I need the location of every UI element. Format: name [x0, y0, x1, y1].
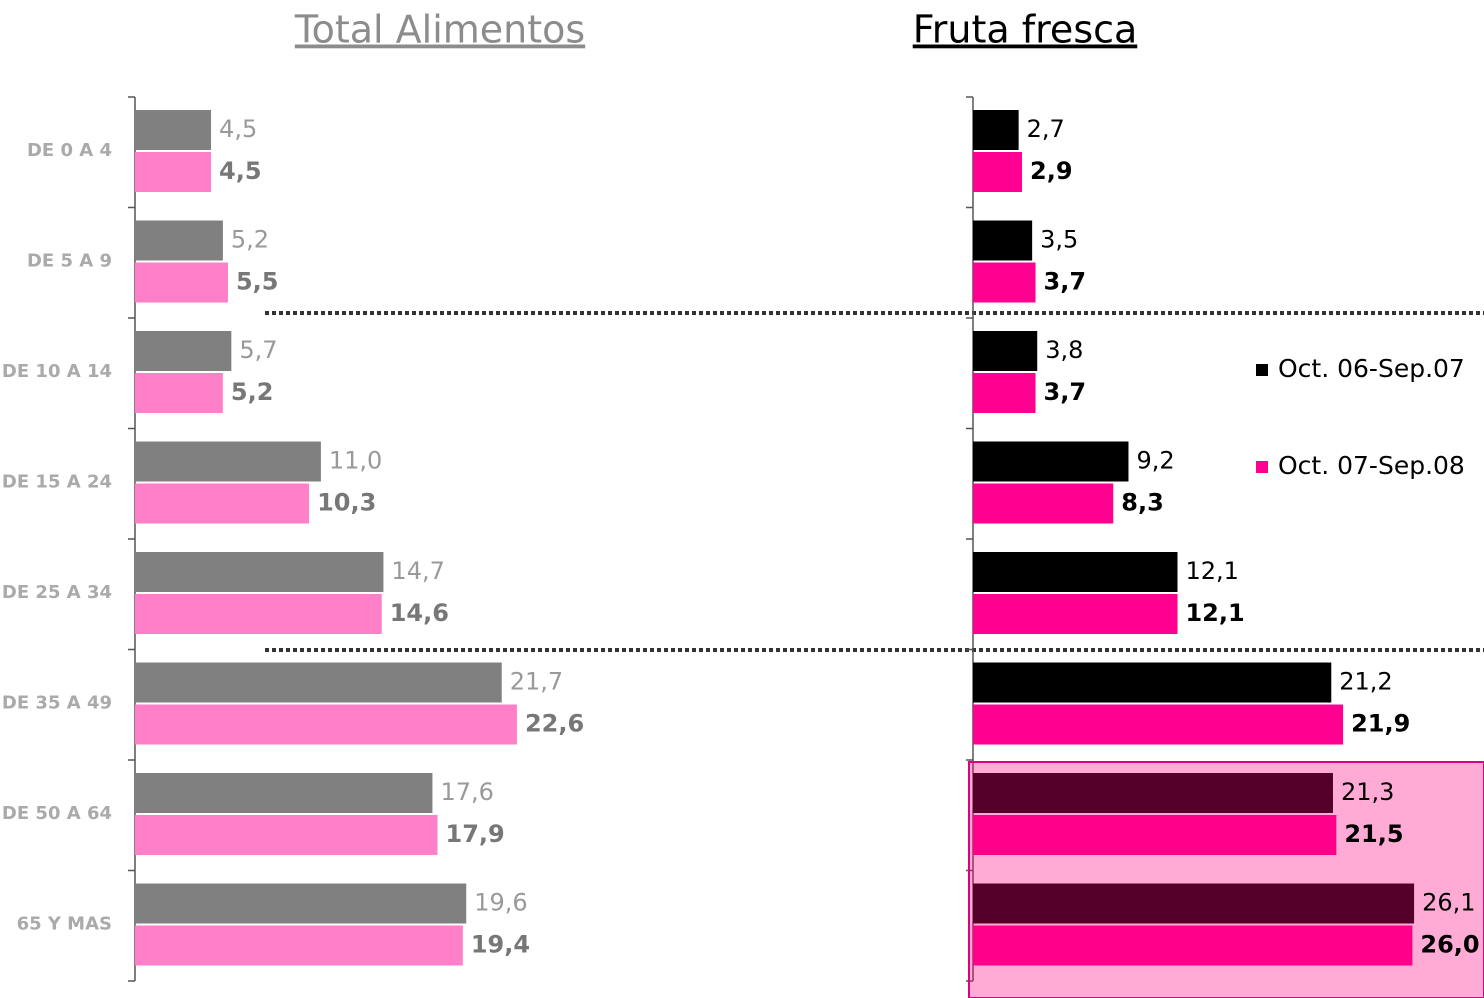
bar: [135, 262, 228, 303]
bar: [973, 331, 1038, 371]
bar: [973, 662, 1332, 703]
value-label: 17,6: [440, 778, 493, 806]
bar: [135, 552, 384, 592]
value-label: 5,2: [231, 378, 274, 406]
value-label: 17,9: [446, 820, 505, 848]
value-label: 2,9: [1030, 157, 1073, 185]
value-label: 3,7: [1044, 268, 1087, 296]
value-label: 4,5: [219, 157, 262, 185]
legend-label: Oct. 07-Sep.08: [1278, 451, 1465, 480]
value-label: 5,7: [239, 336, 277, 364]
bar: [973, 594, 1178, 634]
category-label: DE 5 A 9: [27, 251, 112, 272]
bar: [135, 373, 223, 413]
legend-swatch: [1256, 461, 1268, 473]
value-label: 10,3: [317, 489, 376, 517]
value-label: 4,5: [219, 115, 257, 143]
value-label: 26,0: [1420, 931, 1479, 959]
bar: [973, 152, 1023, 192]
category-label: DE 25 A 34: [2, 582, 112, 603]
bar: [973, 552, 1178, 592]
value-label: 3,8: [1045, 336, 1083, 364]
bar: [973, 441, 1129, 482]
value-label: 22,6: [525, 710, 584, 738]
value-label: 14,7: [391, 557, 444, 585]
value-label: 5,5: [236, 268, 279, 296]
category-label: DE 50 A 64: [2, 803, 112, 824]
bar: [135, 441, 321, 482]
bar: [135, 594, 382, 634]
category-label: DE 10 A 14: [2, 361, 112, 382]
bar: [135, 662, 502, 703]
value-label: 21,2: [1339, 668, 1392, 696]
value-label: 21,3: [1341, 778, 1394, 806]
value-label: 26,1: [1422, 889, 1475, 917]
bar: [973, 483, 1114, 524]
bar: [973, 220, 1033, 261]
value-label: 2,7: [1027, 115, 1065, 143]
value-label: 21,7: [510, 668, 563, 696]
bar: [135, 483, 310, 524]
bar: [973, 883, 1415, 924]
bar: [135, 152, 212, 192]
value-label: 11,0: [329, 447, 382, 475]
value-label: 14,6: [390, 599, 449, 627]
chart-title: Fruta fresca: [913, 8, 1138, 52]
category-label: DE 0 A 4: [27, 140, 112, 161]
bar: [973, 262, 1036, 303]
bar: [135, 773, 433, 813]
bar: [135, 220, 223, 261]
legend-swatch: [1256, 364, 1268, 376]
value-label: 19,4: [471, 931, 530, 959]
chart-title: Total Alimentos: [294, 8, 585, 52]
category-label: DE 35 A 49: [2, 693, 112, 714]
value-label: 8,3: [1121, 489, 1164, 517]
bar: [973, 773, 1333, 813]
bar: [135, 815, 438, 855]
category-label: DE 15 A 24: [2, 472, 112, 493]
value-label: 9,2: [1136, 447, 1174, 475]
bar: [135, 110, 212, 150]
bar: [973, 110, 1019, 150]
value-label: 21,9: [1351, 710, 1410, 738]
bar: [135, 883, 467, 924]
bar: [973, 815, 1337, 855]
bar: [135, 704, 517, 745]
value-label: 3,5: [1040, 226, 1078, 254]
bar: [135, 331, 232, 371]
category-label: 65 Y MAS: [17, 914, 112, 935]
bar: [973, 704, 1344, 745]
value-label: 3,7: [1044, 378, 1087, 406]
value-label: 12,1: [1185, 599, 1244, 627]
bar: [135, 925, 463, 966]
bar: [973, 373, 1036, 413]
value-label: 12,1: [1185, 557, 1238, 585]
value-label: 21,5: [1344, 820, 1403, 848]
value-label: 19,6: [474, 889, 527, 917]
legend-label: Oct. 06-Sep.07: [1278, 354, 1465, 383]
bar: [973, 925, 1413, 966]
value-label: 5,2: [231, 226, 269, 254]
highlight: [968, 761, 1484, 998]
